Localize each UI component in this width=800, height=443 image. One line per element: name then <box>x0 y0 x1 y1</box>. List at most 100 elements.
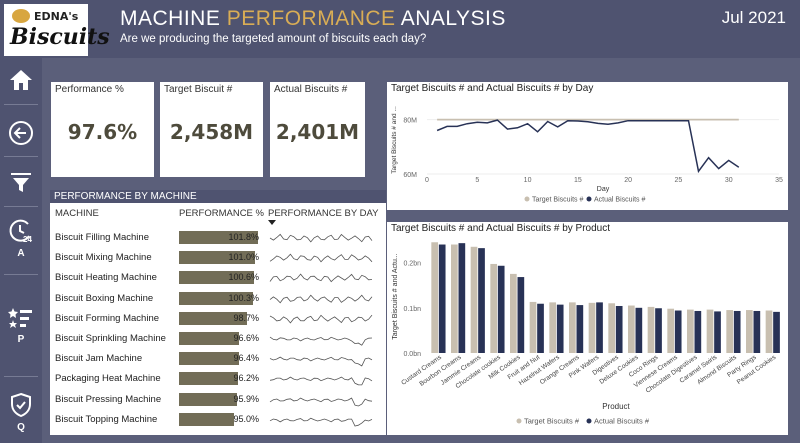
table-row[interactable]: Biscuit Topping Machine 95.0% <box>50 410 380 430</box>
sidebar-item-quality[interactable]: Q <box>0 392 42 433</box>
bar-actual[interactable] <box>537 303 544 353</box>
y-tick-label: 60M <box>403 172 417 179</box>
bar-actual[interactable] <box>753 310 761 353</box>
legend-label: Target Biscuits # <box>524 417 580 426</box>
bar-target[interactable] <box>490 263 498 353</box>
chart-by-day-svg: 80M 60M 0 5 10 15 20 25 30 35 Day Target Biscuits #… <box>391 106 783 203</box>
bar-target[interactable] <box>451 244 458 353</box>
table-row[interactable]: Biscuit Pressing Machine 95.9% <box>50 390 380 410</box>
legend-marker <box>524 196 530 202</box>
table-row[interactable]: Biscuit Forming Machine 98.7% <box>50 309 380 329</box>
bar-target[interactable] <box>569 302 576 353</box>
performance-value: 95.9% <box>233 393 259 404</box>
kpi-card-target: Target Biscuit # 2,458M <box>160 82 263 177</box>
column-header-by-day[interactable]: PERFORMANCE BY DAY <box>268 208 379 219</box>
y-axis-label: Target Biscuits # and ... <box>391 106 398 174</box>
sparkline-path <box>269 356 373 367</box>
column-header-machine[interactable]: MACHINE <box>55 208 99 219</box>
y-axis-label: Target Biscuits # and Actu... <box>392 253 399 339</box>
bar-actual[interactable] <box>556 304 564 353</box>
bar-actual[interactable] <box>655 308 662 353</box>
chart-by-product-svg: 0.0bn 0.1bn 0.2bn Target Biscuits # and Act… <box>392 242 780 426</box>
performance-bar <box>179 412 234 426</box>
column-header-performance[interactable]: PERFORMANCE % <box>179 208 264 219</box>
bar-actual[interactable] <box>694 310 702 353</box>
report-date: Jul 2021 <box>721 8 786 27</box>
bar-actual[interactable] <box>478 248 485 353</box>
bar-actual[interactable] <box>733 310 741 353</box>
bar-target[interactable] <box>588 302 596 353</box>
chart-by-day: Target Biscuits # and Actual Biscuits # … <box>387 82 788 210</box>
bar-target[interactable] <box>470 246 478 353</box>
table-row[interactable]: Biscuit Mixing Machine 101.0% <box>50 248 380 268</box>
bar-actual[interactable] <box>674 310 682 353</box>
x-tick-label: 5 <box>475 177 479 184</box>
bar-actual[interactable] <box>615 305 623 353</box>
sort-desc-icon[interactable] <box>268 220 276 226</box>
x-tick-label: 15 <box>574 177 582 184</box>
sparkline-path <box>269 377 373 386</box>
bar-target[interactable] <box>510 273 517 353</box>
table-row[interactable]: Biscuit Boxing Machine 100.3% <box>50 289 380 309</box>
bar-target[interactable] <box>687 309 694 353</box>
chart-title: Target Biscuits # and Actual Biscuits # … <box>391 83 594 94</box>
sparkline-path <box>269 397 373 407</box>
bar-actual[interactable] <box>635 307 643 353</box>
bar-target[interactable] <box>726 310 734 353</box>
x-tick-label: 25 <box>675 177 683 184</box>
table-row[interactable]: Packaging Heat Machine 96.2% <box>50 369 380 389</box>
bar-target[interactable] <box>647 306 655 353</box>
logo-main-text: Biscuits <box>10 24 110 50</box>
sidebar-divider <box>4 156 38 157</box>
bar-target[interactable] <box>431 242 439 353</box>
table-row[interactable]: Biscuit Jam Machine 96.4% <box>50 349 380 369</box>
performance-sparkline <box>269 253 373 263</box>
logo-top-text: EDNA's <box>34 10 79 23</box>
sidebar-item-back[interactable] <box>0 120 42 146</box>
bar-target[interactable] <box>667 308 675 353</box>
bar-target[interactable] <box>549 302 557 353</box>
header: EDNA's Biscuits MACHINE PERFORMANCE ANAL… <box>0 0 800 58</box>
bar-target[interactable] <box>529 301 537 353</box>
performance-value: 96.6% <box>233 333 259 343</box>
sparkline-path <box>269 233 373 243</box>
table-row[interactable]: Biscuit Heating Machine 100.6% <box>50 268 380 288</box>
sidebar-divider <box>4 274 38 275</box>
bar-actual[interactable] <box>497 265 505 353</box>
clock-24-icon: 24 <box>9 219 32 244</box>
sparkline-path <box>269 253 373 263</box>
bar-actual[interactable] <box>576 305 584 353</box>
bar-actual[interactable] <box>438 244 446 353</box>
performance-sparkline <box>269 417 373 427</box>
sidebar-item-filter[interactable] <box>0 170 42 194</box>
performance-value: 96.4% <box>233 353 259 364</box>
machine-name: Packaging Heat Machine <box>55 373 161 385</box>
performance-bar <box>179 251 256 265</box>
performance-value: 100.3% <box>228 292 259 303</box>
home-icon <box>10 70 32 90</box>
performance-bar <box>179 392 237 406</box>
bar-target[interactable] <box>608 303 616 353</box>
machine-name: Biscuit Sprinkling Machine <box>55 333 166 344</box>
bar-target[interactable] <box>628 305 635 353</box>
sidebar-item-performance[interactable]: P <box>0 306 42 345</box>
performance-value: 100.6% <box>228 272 259 283</box>
kpi-title: Actual Biscuits # <box>274 84 348 95</box>
machine-name: Biscuit Filling Machine <box>55 232 149 243</box>
bar-actual[interactable] <box>517 277 525 353</box>
bar-actual[interactable] <box>773 311 780 353</box>
bar-target[interactable] <box>706 309 714 353</box>
bar-target[interactable] <box>765 310 773 353</box>
machine-name: Biscuit Mixing Machine <box>55 252 152 264</box>
bar-actual[interactable] <box>714 311 721 353</box>
bar-actual[interactable] <box>596 302 603 353</box>
table-row[interactable]: Biscuit Filling Machine 101.8% <box>50 228 380 248</box>
page-subtitle: Are we producing the targeted amount of … <box>120 33 427 45</box>
table-row[interactable]: Biscuit Sprinkling Machine 96.6% <box>50 329 380 349</box>
x-tick-label: 0 <box>425 177 429 184</box>
sidebar-item-availability[interactable]: 24 A <box>0 218 42 259</box>
bar-actual[interactable] <box>458 243 466 353</box>
bar-target[interactable] <box>746 310 753 353</box>
sidebar-item-home[interactable] <box>0 68 42 92</box>
performance-value: 96.2% <box>233 373 259 384</box>
